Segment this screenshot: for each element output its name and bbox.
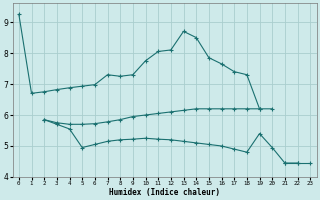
X-axis label: Humidex (Indice chaleur): Humidex (Indice chaleur) [109,188,220,197]
